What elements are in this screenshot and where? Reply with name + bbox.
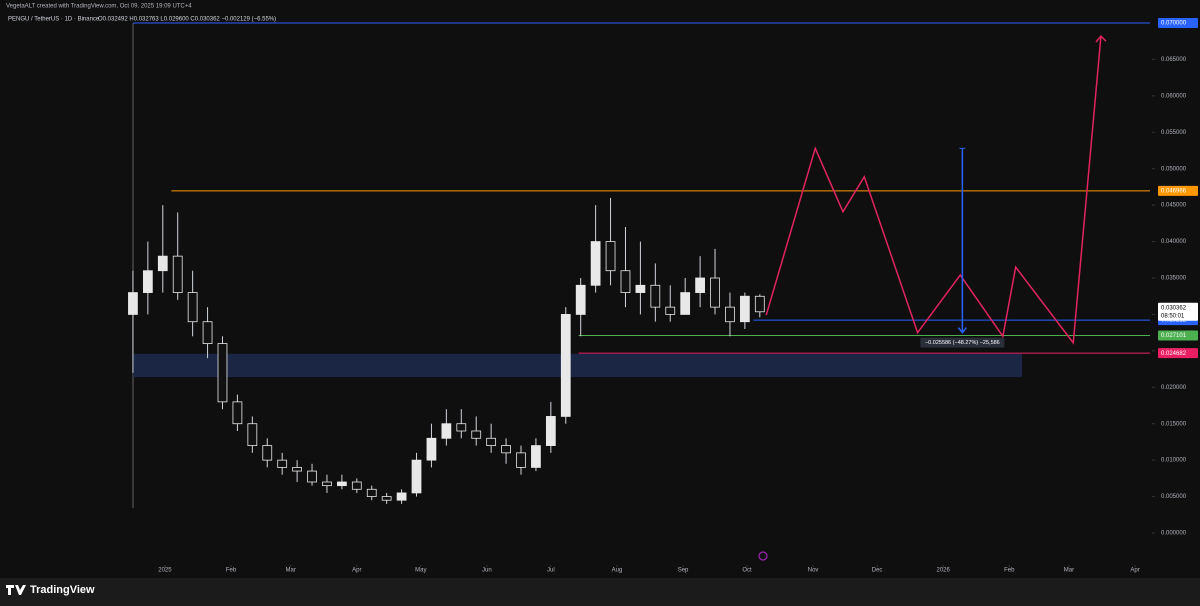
candle-body — [710, 277, 720, 308]
zone — [132, 353, 1023, 378]
arrow-head — [1095, 35, 1107, 43]
level-label: 0.046966 — [1161, 188, 1187, 194]
symbol: PENGU / TetherUS · 1D · Binance — [8, 17, 100, 23]
level-label: 0.024682 — [1161, 351, 1187, 357]
x-tick-label: Mar — [286, 568, 296, 574]
candle-body — [232, 401, 243, 425]
candle-body — [471, 430, 482, 439]
x-tick-label: Oct — [742, 568, 752, 574]
candle-body — [366, 488, 377, 497]
y-tick-label: 0.055000 — [1161, 130, 1187, 136]
level-tag — [1158, 185, 1198, 196]
candle-body — [307, 470, 317, 483]
candle-body — [292, 467, 302, 472]
candle-body — [725, 306, 735, 323]
last-price: 0.030362 — [1161, 305, 1187, 311]
level-label: 0.027101 — [1161, 333, 1187, 339]
candle-body — [754, 295, 765, 313]
measure-label: −0.025586 (−48.27%) −25,586 — [925, 340, 1000, 346]
y-tick-label: 0.045000 — [1161, 203, 1187, 209]
x-tick-label: 2026 — [936, 568, 950, 574]
x-tick-label: Jun — [482, 568, 492, 574]
candle-body — [322, 481, 332, 487]
candle-body — [620, 270, 631, 293]
level-tag — [1158, 18, 1198, 28]
measure-box — [920, 337, 1005, 348]
x-tick-label: Feb — [1004, 568, 1015, 574]
candle-body — [486, 437, 497, 446]
candle-body — [635, 284, 646, 293]
candle-body — [381, 496, 392, 501]
credit: VegetaALT created with TradingView.com, … — [6, 4, 192, 10]
candle-body — [501, 445, 511, 454]
measure-head — [957, 327, 967, 334]
candle-body — [157, 255, 168, 272]
candle-body — [650, 284, 661, 308]
candle-body — [277, 459, 288, 468]
candle-body — [172, 255, 183, 293]
ohlc: O0.032492 H0.032763 L0.029600 C0.030362 … — [98, 17, 276, 23]
y-tick-label: 0.050000 — [1161, 166, 1187, 172]
level-tag — [1158, 348, 1198, 359]
candle-body — [516, 452, 526, 468]
candle-body — [202, 321, 213, 344]
candle-body — [128, 292, 138, 315]
level-tag — [1158, 330, 1198, 341]
x-tick-label: Aug — [612, 568, 623, 574]
candle-body — [590, 241, 601, 286]
x-tick-label: Nov — [808, 568, 819, 574]
candle-body — [695, 277, 705, 293]
candle-body — [426, 437, 437, 461]
footer — [0, 578, 1200, 606]
y-tick-label: 0.020000 — [1161, 385, 1187, 391]
y-tick-label: 0.000000 — [1161, 531, 1187, 537]
candle-body — [337, 481, 347, 487]
y-tick-label: 0.010000 — [1161, 458, 1187, 464]
x-tick-label: Sep — [678, 568, 689, 574]
candle-body — [187, 292, 198, 323]
event-icon[interactable] — [758, 551, 768, 561]
brand: TradingView — [30, 584, 95, 596]
x-tick-label: Jul — [547, 568, 555, 574]
candle-body — [351, 481, 362, 490]
y-tick-label: 0.035000 — [1161, 276, 1187, 282]
x-tick-label: May — [415, 568, 426, 574]
countdown: 08:50:01 — [1161, 313, 1185, 319]
candle-body — [560, 314, 571, 417]
candle-body — [441, 423, 452, 439]
candle-body — [247, 423, 258, 446]
x-tick-label: Apr — [352, 568, 361, 574]
projection — [765, 36, 1102, 345]
candle-body — [142, 270, 153, 293]
candle-body — [217, 343, 228, 403]
y-tick-label: 0.015000 — [1161, 421, 1187, 427]
candle-body — [605, 241, 616, 272]
y-tick-label: 0.065000 — [1161, 57, 1187, 63]
candle-body — [665, 306, 676, 315]
candle-body — [456, 423, 467, 432]
candle-body — [396, 492, 407, 501]
x-tick-label: Dec — [872, 568, 883, 574]
x-tick-label: 2025 — [158, 568, 172, 574]
candle-body — [262, 445, 273, 461]
candle-body — [545, 416, 556, 446]
y-tick-label: 0.005000 — [1161, 494, 1187, 500]
tv-logo — [6, 585, 26, 595]
x-tick-label: Feb — [226, 568, 237, 574]
candle-body — [411, 459, 422, 494]
candle-body — [575, 284, 586, 315]
candle-body — [680, 292, 691, 315]
y-tick-label: 0.060000 — [1161, 93, 1187, 99]
x-tick-label: Mar — [1064, 568, 1074, 574]
last-price-tag — [1158, 302, 1198, 321]
x-tick-label: Apr — [1130, 568, 1139, 574]
candle-body — [531, 445, 541, 468]
y-tick-label: 0.040000 — [1161, 239, 1187, 245]
candle-body — [740, 295, 750, 323]
level-label: 0.070000 — [1161, 21, 1187, 27]
